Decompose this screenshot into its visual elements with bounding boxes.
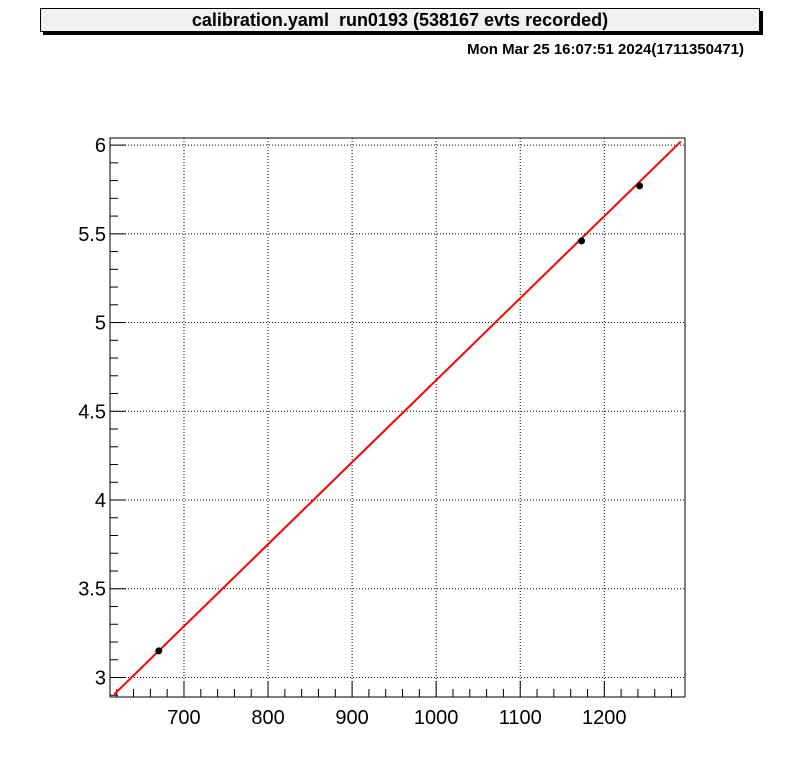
axis-tick-labels: 700 800 900 1000 1100 1200 3 3.5 4 4.5 5 5.5 6 — [78, 135, 626, 729]
y-tick-label: 3.5 — [78, 579, 106, 601]
y-tick-label: 6 — [95, 135, 106, 157]
data-point — [155, 647, 163, 655]
data-point — [636, 182, 644, 190]
timestamp-label: Mon Mar 25 16:07:51 2024(1711350471) — [467, 41, 744, 58]
x-tick-label: 1000 — [414, 707, 459, 729]
y-tick-label: 5 — [95, 313, 106, 335]
x-tick-label: 800 — [251, 707, 284, 729]
y-tick-label: 5.5 — [78, 224, 106, 246]
y-tick-label: 3 — [95, 667, 106, 689]
chart-title: calibration.yaml run0193 (538167 evts re… — [191, 9, 609, 30]
data-series — [113, 140, 682, 696]
x-tick-label: 900 — [335, 707, 368, 729]
x-tick-label: 1100 — [499, 707, 542, 729]
x-tick-label: 700 — [167, 707, 200, 729]
y-tick-label: 4 — [95, 490, 106, 512]
fit-line — [113, 140, 682, 696]
data-point — [578, 237, 586, 245]
axis-ticks — [110, 144, 673, 697]
grid-lines — [110, 138, 685, 697]
chart-title-box: calibration.yaml run0193 (538167 evts re… — [40, 8, 760, 32]
x-tick-label: 1200 — [582, 707, 627, 729]
plot-frame — [109, 137, 686, 698]
y-tick-label: 4.5 — [78, 401, 106, 423]
